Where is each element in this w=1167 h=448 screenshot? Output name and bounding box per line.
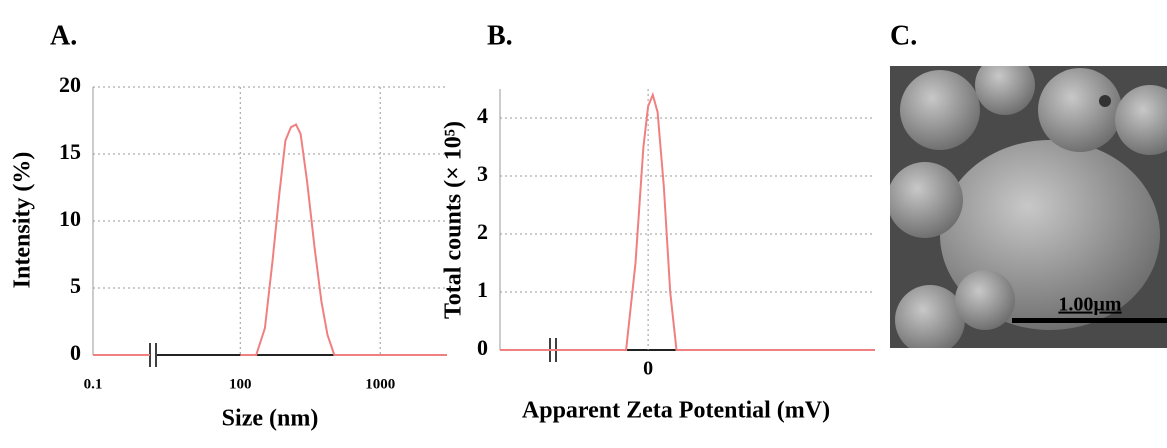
y-tick-label: 3 xyxy=(477,161,488,186)
x-axis-label: Size (nm) xyxy=(222,406,319,432)
x-tick-label: 0 xyxy=(643,358,653,380)
data-line xyxy=(500,91,875,351)
y-tick-label: 1 xyxy=(477,277,488,302)
y-tick-label: 4 xyxy=(477,103,488,128)
y-tick-label: 5 xyxy=(70,273,81,298)
y-axis-label: Intensity (%) xyxy=(10,152,36,289)
panel-title: B. xyxy=(487,20,513,51)
panel-title: A. xyxy=(50,20,77,51)
y-tick-label: 20 xyxy=(59,72,81,97)
y-tick-label: 0 xyxy=(70,340,81,365)
y-tick-label: 10 xyxy=(59,206,81,231)
x-tick-label: 0.1 xyxy=(84,376,103,392)
axis-break xyxy=(149,343,157,367)
y-tick-label: 2 xyxy=(477,219,488,244)
panel-title: C. xyxy=(890,20,917,51)
data-line xyxy=(93,123,447,356)
x-axis-label: Apparent Zeta Potential (mV) xyxy=(522,398,830,424)
scale-bar-label: 1.00µm xyxy=(1058,294,1122,316)
sem-image xyxy=(890,66,1167,348)
x-tick-label: 100 xyxy=(229,376,252,392)
y-tick-label: 0 xyxy=(477,335,488,360)
x-tick-label: 1000 xyxy=(365,376,395,392)
y-axis-label: Total counts (× 10⁵) xyxy=(441,121,467,319)
y-tick-label: 15 xyxy=(59,139,81,164)
